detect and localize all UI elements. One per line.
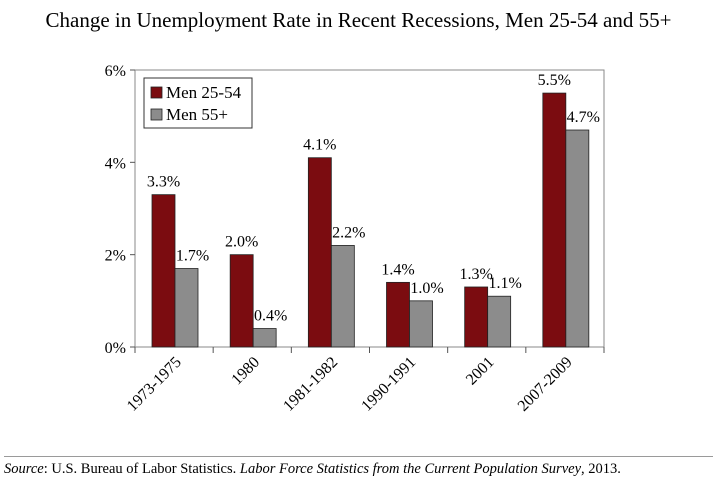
bar-men-25-54: [151, 194, 176, 348]
bar-men-25-54: [229, 254, 254, 348]
y-tick-label: 2%: [105, 248, 126, 265]
bar-men-25-54: [307, 157, 332, 348]
bar-men-55-plus: [487, 295, 512, 348]
source-text: : U.S. Bureau of Labor Statistics.: [43, 461, 240, 477]
data-label: 1.4%: [381, 261, 414, 278]
data-label: 1.3%: [460, 266, 493, 283]
x-category-label: 2001: [463, 354, 498, 389]
x-category-label: 1981-1982: [280, 354, 341, 415]
bar-men-25-54: [464, 286, 489, 348]
source-note: Source: U.S. Bureau of Labor Statistics.…: [4, 456, 713, 478]
data-label: 3.3%: [147, 174, 180, 191]
bar-men-25-54: [542, 92, 567, 348]
legend-swatch: [150, 86, 163, 99]
bar-men-55-plus: [565, 129, 590, 348]
bar-men-55-plus: [252, 328, 277, 348]
x-category-label: 1973-1975: [124, 354, 185, 415]
bar-men-25-54: [386, 281, 410, 348]
x-category-label: 1980: [228, 354, 263, 389]
data-label: 4.7%: [567, 109, 600, 126]
x-category-label: 2007-2009: [515, 354, 576, 415]
data-label: 1.7%: [176, 248, 209, 265]
source-label: Source: [4, 461, 44, 477]
data-label: 2.2%: [332, 224, 365, 241]
legend-entry: Men 55+: [166, 105, 228, 124]
source-year: , 2013.: [581, 461, 621, 477]
data-label: 2.0%: [225, 234, 258, 251]
data-label: 0.4%: [254, 308, 287, 325]
source-publication: Labor Force Statistics from the Current …: [239, 461, 582, 477]
data-label: 5.5%: [538, 72, 571, 89]
data-label: 1.0%: [410, 280, 443, 297]
y-tick-label: 6%: [105, 63, 126, 80]
x-category-label: 1990-1991: [358, 354, 419, 415]
chart-title: Change in Unemployment Rate in Recent Re…: [45, 8, 672, 32]
legend-entry: Men 25-54: [166, 83, 242, 102]
legend-swatch: [150, 108, 163, 121]
bar-men-55-plus: [409, 300, 433, 348]
data-label: 1.1%: [489, 275, 522, 292]
y-tick-label: 0%: [105, 340, 126, 357]
bar-men-55-plus: [330, 245, 355, 348]
data-label: 4.1%: [303, 137, 336, 154]
y-tick-label: 4%: [105, 155, 126, 172]
bar-men-55-plus: [174, 268, 199, 348]
